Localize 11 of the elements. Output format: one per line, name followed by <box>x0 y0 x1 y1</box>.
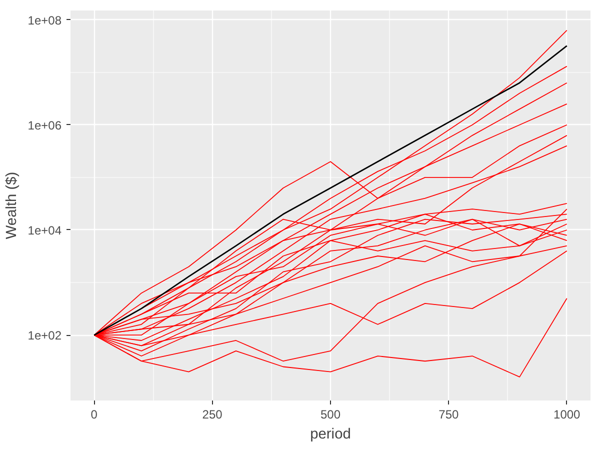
x-tick-label: 0 <box>90 408 98 422</box>
y-axis-title: Wealth ($) <box>4 172 20 240</box>
y-tick-label: 1e+02 <box>28 328 62 343</box>
y-tick-label: 1e+04 <box>28 223 62 238</box>
y-tick-label: 1e+08 <box>28 13 62 28</box>
x-tick-label: 500 <box>320 408 341 422</box>
x-tick-label: 1000 <box>554 408 581 422</box>
y-tick-label: 1e+06 <box>28 118 62 132</box>
x-tick-label: 250 <box>202 408 223 422</box>
x-axis-title: period <box>310 426 351 442</box>
x-tick-label: 750 <box>438 408 460 422</box>
